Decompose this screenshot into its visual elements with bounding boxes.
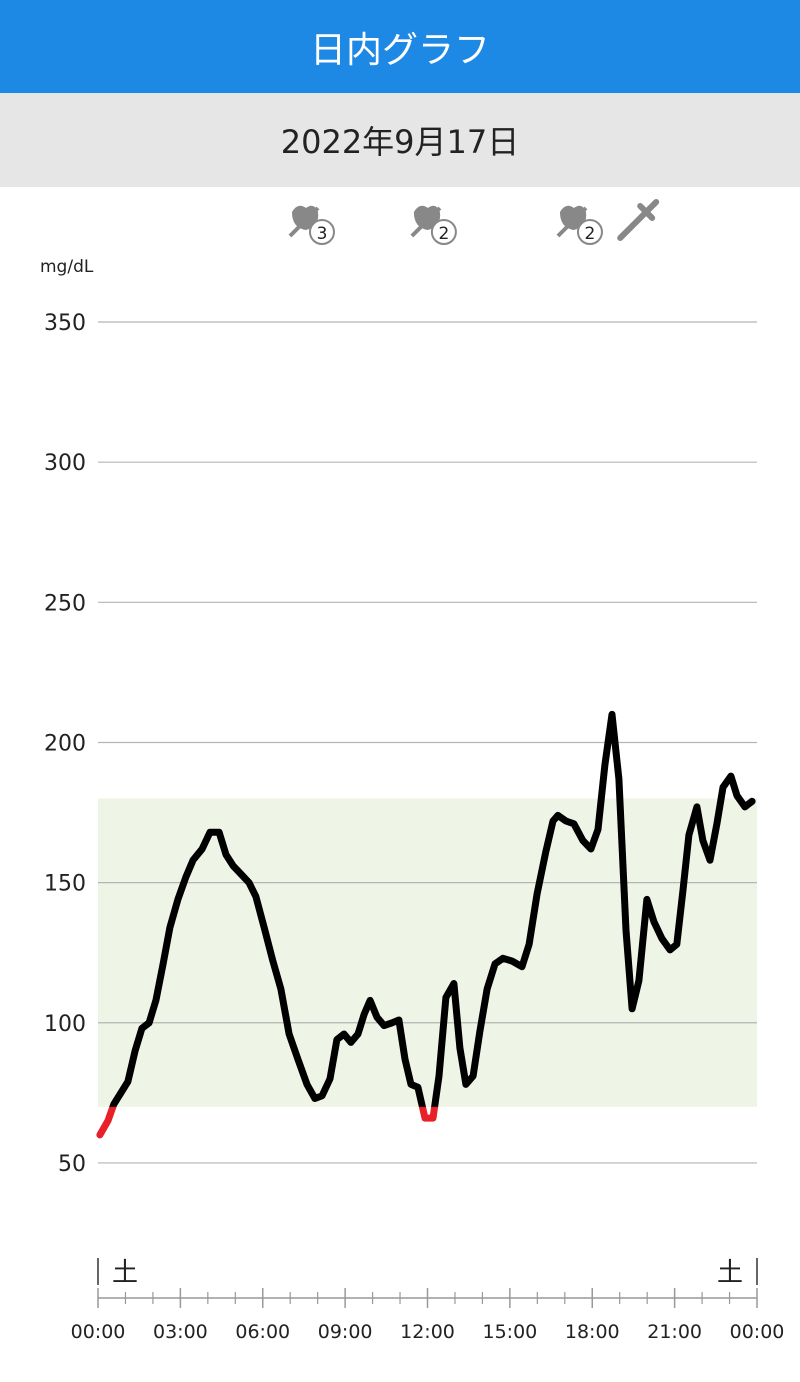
event-label: 2	[438, 224, 449, 244]
y-tick-label: 200	[44, 731, 86, 756]
x-tick-label: 15:00	[482, 1321, 537, 1343]
glucose-line	[96, 710, 756, 1139]
meal-event: 3	[288, 205, 335, 245]
insulin-event	[617, 199, 660, 241]
syringe-icon	[617, 199, 660, 241]
y-tick-label: 250	[44, 591, 86, 616]
target-range	[98, 798, 757, 1107]
x-tick-label: 03:00	[153, 1321, 208, 1343]
chart: mg/dL 50 100 150 200 250 300 350 00:00 03:00 06:0…	[40, 199, 785, 1343]
event-label: 3	[317, 224, 328, 244]
x-tick-label: 18:00	[565, 1321, 620, 1343]
meal-event: 2	[556, 205, 603, 245]
day-label: 土	[112, 1258, 138, 1288]
y-unit: mg/dL	[40, 257, 94, 277]
y-tick-label: 300	[44, 451, 86, 476]
day-label: 土	[717, 1258, 743, 1288]
syringe-icon	[410, 206, 442, 238]
x-tick-label: 00:00	[730, 1321, 785, 1343]
event-label: 2	[585, 224, 596, 244]
x-tick-label: 00:00	[71, 1321, 126, 1343]
event-badge	[576, 219, 603, 245]
y-tick-label: 150	[44, 872, 86, 897]
syringe-icon	[556, 206, 588, 238]
y-tick-label: 100	[44, 1012, 86, 1037]
date-bar: 2022年9月17日	[0, 93, 800, 187]
syringe-icon	[288, 206, 320, 238]
x-tick-label: 09:00	[318, 1321, 373, 1343]
x-tick-label: 06:00	[235, 1321, 290, 1343]
x-tick-label: 21:00	[647, 1321, 702, 1343]
y-tick-label: 50	[58, 1152, 86, 1177]
meal-event: 2	[410, 205, 457, 245]
x-tick-label: 12:00	[400, 1321, 455, 1343]
header-title: 日内グラフ	[0, 0, 800, 93]
event-badge	[430, 219, 457, 245]
event-badge	[308, 219, 335, 245]
y-tick-label: 350	[44, 311, 86, 336]
